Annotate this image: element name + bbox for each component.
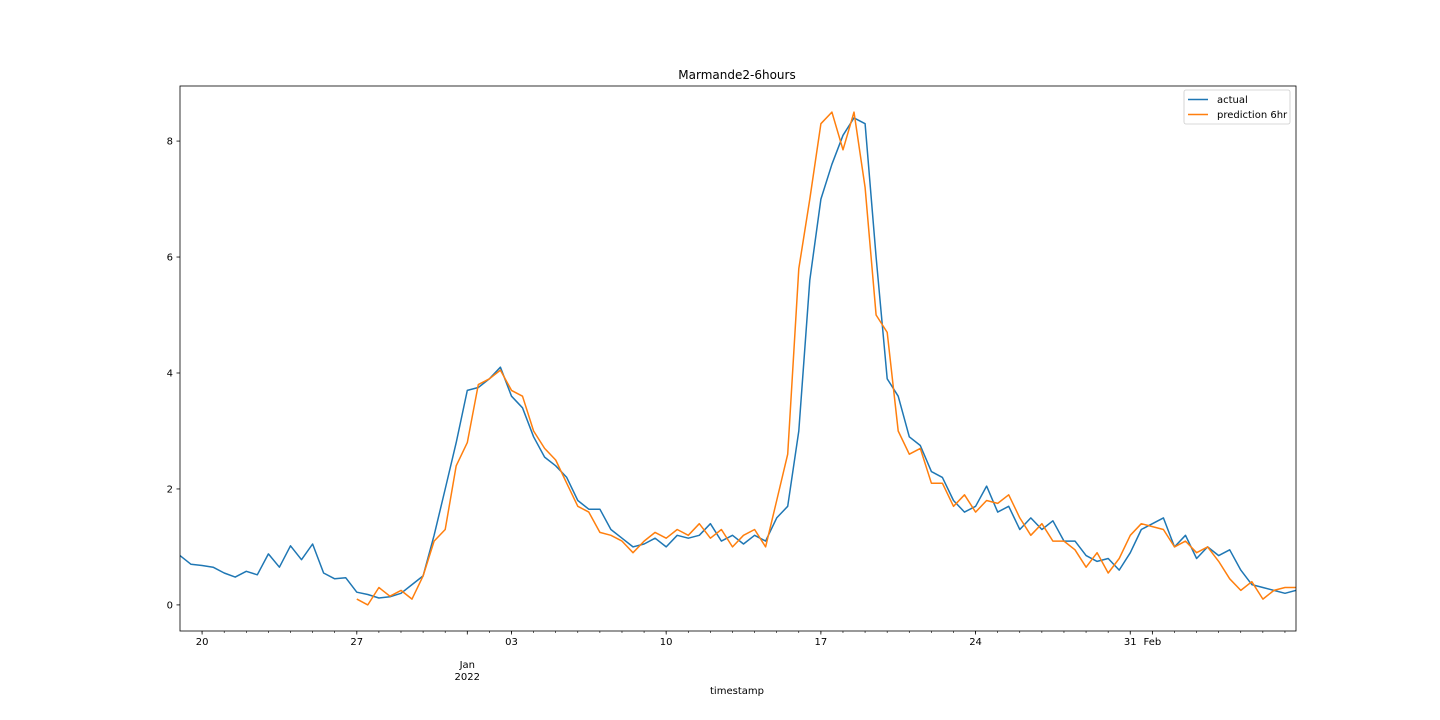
plot-frame xyxy=(179,85,1297,632)
legend-box xyxy=(1183,89,1291,125)
plot-area xyxy=(179,85,1297,632)
x-tick-label: 24 xyxy=(969,637,982,648)
chart-title: Marmande2-6hours xyxy=(678,68,795,82)
y-axis: 0 2 4 6 8 xyxy=(167,137,180,611)
y-tick-label: 4 xyxy=(167,368,173,379)
y-tick-label: 8 xyxy=(167,137,173,148)
x-tick-label: 03 xyxy=(505,637,518,648)
x-tick-label: 27 xyxy=(350,637,363,648)
x-tick-label: 31 xyxy=(1124,637,1137,648)
x-tick-label: 20 xyxy=(196,637,209,648)
series-line-prediction xyxy=(356,111,1296,606)
x-axis: 20 27 Jan 2022 03 10 17 24 31 Feb xyxy=(196,631,1286,683)
x-tick-label: 17 xyxy=(815,637,828,648)
y-tick-label: 6 xyxy=(167,253,173,264)
legend: actual prediction 6hr xyxy=(1183,89,1291,125)
legend-label: actual xyxy=(1217,95,1248,106)
x-axis-title: timestamp xyxy=(710,686,764,697)
x-tick-label: 10 xyxy=(660,637,673,648)
y-tick-label: 2 xyxy=(167,484,173,495)
y-tick-label: 0 xyxy=(167,600,173,611)
x-tick-label: Jan 2022 xyxy=(455,660,480,683)
series-line-actual xyxy=(180,117,1296,599)
plot-background xyxy=(180,86,1296,631)
x-tick-label: Feb xyxy=(1143,637,1161,648)
legend-label: prediction 6hr xyxy=(1217,110,1288,121)
